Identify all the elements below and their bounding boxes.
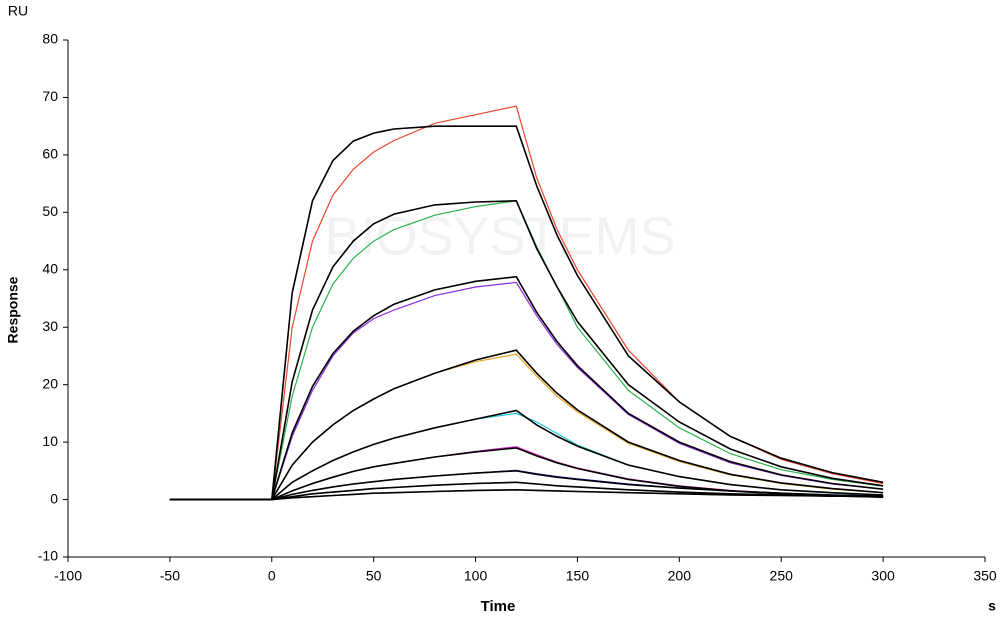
y-tick-label: 60 (42, 146, 58, 162)
x-unit: s (988, 598, 996, 614)
series-line (169, 353, 884, 501)
y-tick-label: 30 (42, 318, 58, 334)
y-unit: RU (8, 3, 28, 19)
series-line (169, 481, 884, 501)
x-tick-label: -50 (160, 568, 180, 584)
x-tick-label: 200 (668, 568, 692, 584)
x-tick-label: -100 (54, 568, 82, 584)
watermark: BIOSYSTEMS (324, 206, 675, 266)
x-tick-label: 250 (770, 568, 794, 584)
y-tick-label: 50 (42, 203, 58, 219)
x-tick-label: 150 (566, 568, 590, 584)
y-axis-title: Response (5, 276, 21, 343)
series-line (169, 488, 884, 501)
y-tick-label: 20 (42, 375, 58, 391)
series-line (169, 349, 884, 501)
y-tick-label: 0 (50, 490, 58, 506)
series-line (169, 200, 884, 501)
y-tick-label: 10 (42, 433, 58, 449)
y-tick-label: -10 (38, 548, 58, 564)
series-line (169, 281, 884, 501)
x-tick-label: 100 (464, 568, 488, 584)
x-axis-title: Time (481, 598, 516, 615)
x-tick-label: 0 (268, 568, 276, 584)
y-tick-label: 40 (42, 260, 58, 276)
series-line (169, 199, 884, 501)
series-line (169, 275, 884, 501)
x-tick-label: 350 (973, 568, 997, 584)
y-tick-label: 70 (42, 88, 58, 104)
series-line (169, 409, 884, 501)
x-tick-label: 300 (871, 568, 895, 584)
series-line (169, 125, 884, 501)
y-tick-label: 80 (42, 31, 58, 47)
x-tick-label: 50 (366, 568, 382, 584)
series-line (169, 469, 884, 501)
